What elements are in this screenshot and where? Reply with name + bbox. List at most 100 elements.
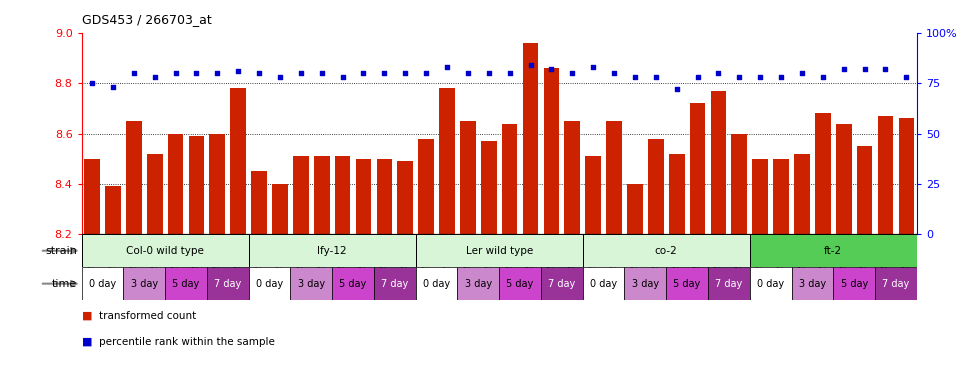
Bar — [457, 267, 499, 300]
Text: 5 day: 5 day — [507, 279, 534, 289]
Bar — [105, 186, 121, 234]
Bar — [314, 156, 329, 234]
Text: time: time — [52, 279, 77, 289]
Text: Col-0 wild type: Col-0 wild type — [126, 246, 204, 256]
Bar — [669, 154, 684, 234]
Text: 0 day: 0 day — [590, 279, 617, 289]
Bar — [416, 267, 457, 300]
Text: ■: ■ — [82, 337, 92, 347]
Text: 3 day: 3 day — [632, 279, 659, 289]
Text: 0 day: 0 day — [89, 279, 116, 289]
Bar — [791, 267, 833, 300]
Bar — [836, 123, 852, 234]
Point — [753, 74, 768, 80]
Bar — [376, 159, 393, 234]
Text: ft-2: ft-2 — [825, 246, 842, 256]
Point — [899, 74, 914, 80]
Bar — [416, 234, 583, 267]
Text: 7 day: 7 day — [214, 279, 241, 289]
Point — [147, 74, 162, 80]
Bar — [794, 154, 810, 234]
Bar — [209, 134, 226, 234]
Point — [607, 70, 622, 76]
Bar — [249, 234, 416, 267]
Bar — [689, 103, 706, 234]
Text: 3 day: 3 day — [131, 279, 157, 289]
Text: 5 day: 5 day — [841, 279, 868, 289]
Point — [252, 70, 267, 76]
Text: co-2: co-2 — [655, 246, 678, 256]
Bar — [899, 119, 914, 234]
Point — [335, 74, 350, 80]
Bar — [230, 88, 246, 234]
Text: ■: ■ — [82, 311, 92, 321]
Text: 7 day: 7 day — [548, 279, 575, 289]
Bar — [419, 139, 434, 234]
Point — [106, 84, 121, 90]
Bar — [126, 121, 142, 234]
Point — [648, 74, 663, 80]
Bar — [188, 136, 204, 234]
Text: 7 day: 7 day — [381, 279, 408, 289]
Point — [627, 74, 642, 80]
Bar — [856, 146, 873, 234]
Point — [397, 70, 413, 76]
Point — [230, 68, 246, 74]
Text: Ler wild type: Ler wild type — [466, 246, 533, 256]
Bar — [522, 43, 539, 234]
Bar — [583, 234, 750, 267]
Text: percentile rank within the sample: percentile rank within the sample — [99, 337, 275, 347]
Point — [836, 66, 852, 72]
Text: 0 day: 0 day — [757, 279, 784, 289]
Point — [356, 70, 372, 76]
Bar — [876, 267, 917, 300]
Text: GDS453 / 266703_at: GDS453 / 266703_at — [82, 12, 211, 26]
Point — [314, 70, 329, 76]
Bar — [732, 134, 747, 234]
Bar — [397, 161, 413, 234]
Bar — [207, 267, 249, 300]
Point — [732, 74, 747, 80]
Text: 3 day: 3 day — [298, 279, 324, 289]
Bar — [708, 267, 750, 300]
Point — [460, 70, 475, 76]
Point — [273, 74, 288, 80]
Text: 7 day: 7 day — [882, 279, 909, 289]
Bar — [249, 267, 290, 300]
Point — [84, 80, 100, 86]
Bar — [252, 171, 267, 234]
Text: 5 day: 5 day — [674, 279, 701, 289]
Point — [774, 74, 789, 80]
Bar — [624, 267, 666, 300]
Text: strain: strain — [45, 246, 77, 256]
Bar — [540, 267, 583, 300]
Bar — [543, 68, 560, 234]
Point — [481, 70, 496, 76]
Point — [168, 70, 183, 76]
Bar — [710, 91, 727, 234]
Bar — [147, 154, 162, 234]
Point — [794, 70, 809, 76]
Bar — [666, 267, 708, 300]
Point — [710, 70, 726, 76]
Bar — [82, 267, 123, 300]
Point — [502, 70, 517, 76]
Bar — [374, 267, 416, 300]
Point — [690, 74, 706, 80]
Bar — [586, 156, 601, 234]
Point — [564, 70, 580, 76]
Bar — [439, 88, 455, 234]
Bar — [877, 116, 894, 234]
Point — [586, 64, 601, 70]
Bar — [272, 184, 288, 234]
Bar — [502, 123, 517, 234]
Point — [209, 70, 225, 76]
Point — [877, 66, 893, 72]
Bar — [84, 159, 100, 234]
Point — [376, 70, 392, 76]
Text: 3 day: 3 day — [465, 279, 492, 289]
Bar — [627, 184, 643, 234]
Point — [543, 66, 559, 72]
Bar — [460, 121, 476, 234]
Point — [126, 70, 141, 76]
